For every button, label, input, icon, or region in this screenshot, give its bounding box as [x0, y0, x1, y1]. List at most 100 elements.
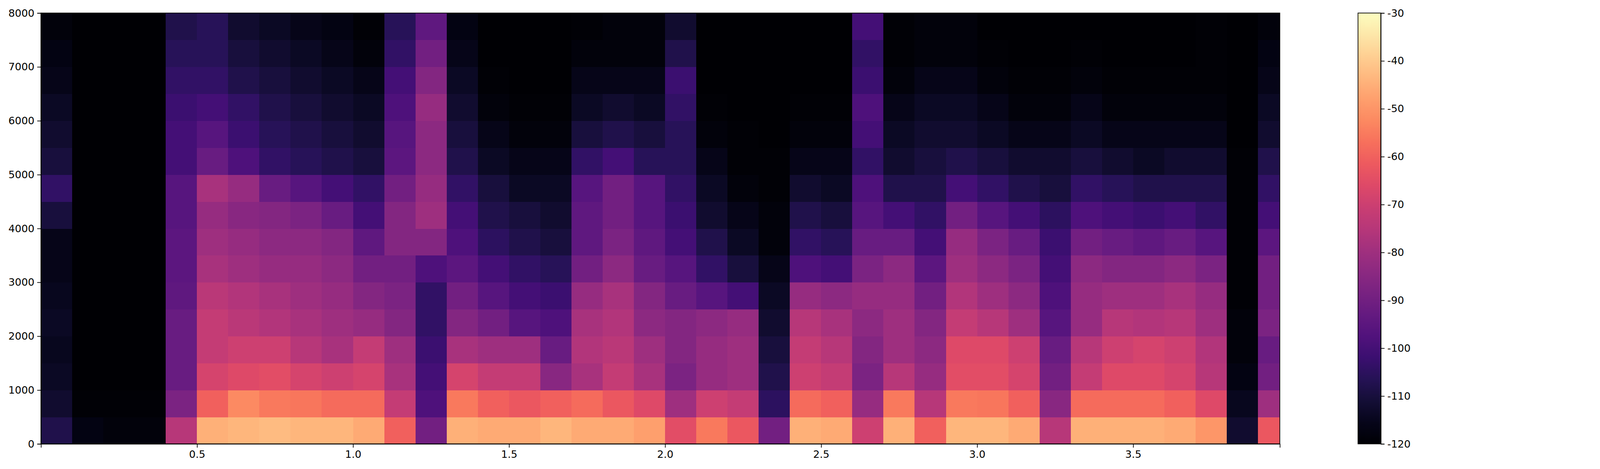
- cell: [196, 121, 229, 148]
- cell: [789, 255, 822, 283]
- cell: [758, 336, 791, 364]
- cell: [665, 201, 697, 229]
- cell: [540, 336, 572, 364]
- cell: [1164, 309, 1197, 337]
- cell: [1008, 147, 1041, 175]
- cell: [1133, 416, 1165, 444]
- cell: [883, 201, 915, 229]
- cell: [384, 94, 417, 122]
- cell: [914, 13, 947, 41]
- cell: [1008, 174, 1041, 202]
- cell: [1070, 67, 1103, 95]
- cell: [696, 255, 728, 283]
- cell: [1102, 94, 1134, 122]
- cell: [602, 94, 635, 122]
- x-tick: 3.5: [1125, 443, 1142, 461]
- colorbar-tick: -120: [1380, 438, 1411, 451]
- cell: [946, 282, 978, 310]
- cell: [1133, 255, 1165, 283]
- cell: [883, 13, 915, 41]
- cell: [321, 40, 354, 68]
- cell: [446, 174, 479, 202]
- cell: [883, 147, 915, 175]
- cell: [914, 174, 947, 202]
- cell: [1226, 416, 1259, 444]
- cell: [1102, 121, 1134, 148]
- cell: [259, 416, 291, 444]
- cell: [165, 309, 198, 337]
- cell: [820, 255, 853, 283]
- cell: [1039, 13, 1072, 41]
- cell: [477, 13, 510, 41]
- cell: [477, 174, 510, 202]
- cell: [602, 201, 635, 229]
- cell: [665, 282, 697, 310]
- y-tick-label: 0: [27, 438, 35, 451]
- cell: [914, 67, 947, 95]
- colorbar-tick: -100: [1380, 342, 1411, 355]
- cell: [727, 363, 760, 390]
- cell: [633, 121, 666, 148]
- cell: [696, 147, 728, 175]
- cell: [1164, 228, 1197, 256]
- cell: [40, 121, 73, 148]
- cell: [758, 67, 791, 95]
- cell: [540, 309, 572, 337]
- cell: [758, 147, 791, 175]
- cell: [977, 389, 1009, 417]
- cell: [353, 228, 385, 256]
- cell: [103, 416, 135, 444]
- cell: [259, 121, 291, 148]
- cell: [353, 309, 385, 337]
- cell: [883, 67, 915, 95]
- cell: [259, 255, 291, 283]
- colorbar-tick-label: -70: [1387, 198, 1405, 211]
- cell: [40, 201, 73, 229]
- cell: [571, 147, 604, 175]
- cell: [696, 174, 728, 202]
- y-tick-mark: [37, 174, 41, 176]
- cell: [446, 282, 479, 310]
- cell: [977, 94, 1009, 122]
- y-tick: 6000: [8, 114, 41, 127]
- cell: [40, 389, 73, 417]
- cell: [134, 13, 167, 41]
- colorbar-tick-mark: [1380, 300, 1385, 302]
- cell: [196, 363, 229, 390]
- cell: [1102, 363, 1134, 390]
- cell: [103, 228, 135, 256]
- cell: [789, 389, 822, 417]
- y-tick-mark: [37, 67, 41, 68]
- cell: [1102, 389, 1134, 417]
- cell: [1195, 67, 1228, 95]
- cell: [353, 201, 385, 229]
- cell: [1102, 13, 1134, 41]
- y-tick-mark: [37, 228, 41, 230]
- cell: [1164, 201, 1197, 229]
- cell: [509, 40, 541, 68]
- cell: [228, 416, 260, 444]
- cell: [134, 255, 167, 283]
- y-tick-label: 8000: [8, 7, 35, 20]
- cell: [321, 13, 354, 41]
- cell: [384, 201, 417, 229]
- cell: [1195, 94, 1228, 122]
- cell: [446, 309, 479, 337]
- cell: [633, 147, 666, 175]
- cell: [633, 282, 666, 310]
- cell: [321, 174, 354, 202]
- colorbar-tick-label: -120: [1387, 438, 1411, 451]
- cell: [134, 147, 167, 175]
- cell: [165, 40, 198, 68]
- cell: [196, 40, 229, 68]
- cell: [602, 13, 635, 41]
- cell: [820, 416, 853, 444]
- cell: [852, 363, 884, 390]
- cell: [72, 309, 104, 337]
- cell: [1008, 13, 1041, 41]
- x-tick: 1.5: [501, 443, 518, 461]
- cell: [477, 40, 510, 68]
- cell: [758, 228, 791, 256]
- cell: [727, 174, 760, 202]
- cell: [1133, 147, 1165, 175]
